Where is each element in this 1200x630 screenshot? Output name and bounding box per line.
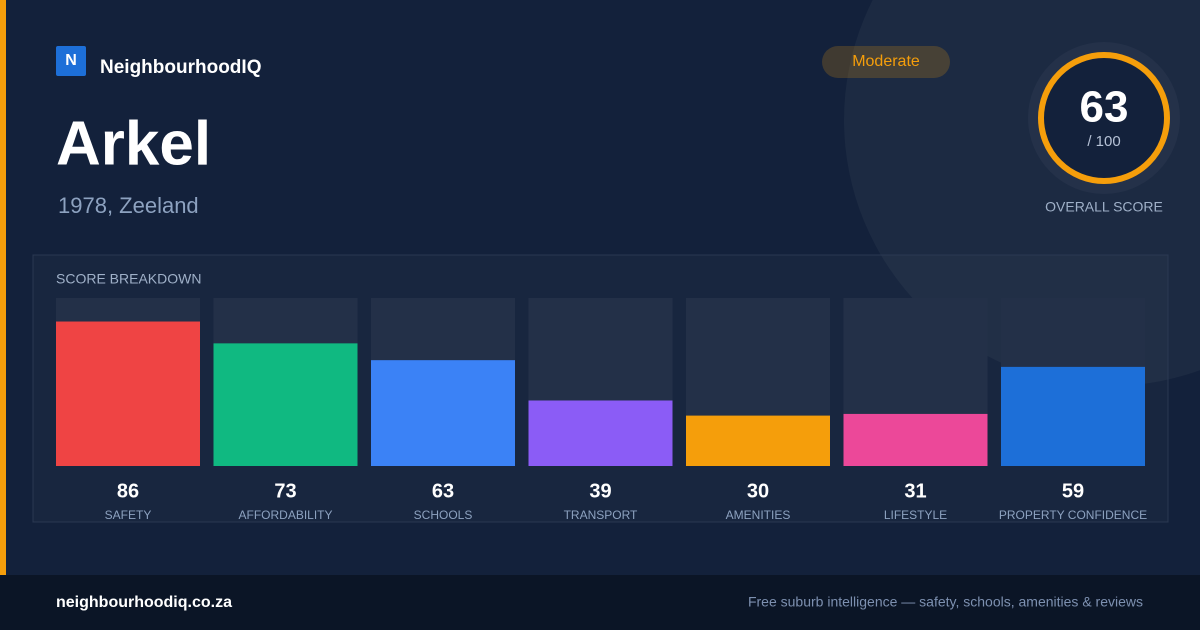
value-label: 63: [432, 480, 454, 502]
value-label: 59: [1062, 480, 1084, 502]
footer: [0, 575, 1200, 630]
category-label: LIFESTYLE: [884, 508, 947, 522]
value-label: 73: [274, 480, 296, 502]
bar: [528, 400, 673, 466]
score-max: / 100: [1087, 133, 1120, 150]
category-label: PROPERTY CONFIDENCE: [999, 508, 1147, 522]
bar: [371, 360, 515, 466]
score-value: 63: [1080, 83, 1129, 132]
value-label: 86: [117, 480, 139, 502]
category-label: AFFORDABILITY: [238, 508, 332, 522]
bar: [213, 343, 358, 466]
chart-title: SCORE BREAKDOWN: [56, 271, 201, 287]
badge-text: Moderate: [852, 53, 920, 70]
bars: 86 SAFETY 73 AFFORDABILITY 63 SCHOOLS 39 TRANSP…: [56, 298, 1147, 522]
logo: [56, 46, 86, 76]
badge: [822, 46, 950, 78]
logo-letter: N: [65, 52, 77, 69]
footer-tagline: Free suburb intelligence — safety, schoo…: [748, 594, 1143, 610]
score-label: OVERALL SCORE: [1045, 199, 1163, 215]
category-label: TRANSPORT: [564, 508, 638, 522]
bar: [1001, 366, 1145, 466]
score-ring: [1038, 52, 1170, 184]
value-label: 31: [904, 480, 926, 502]
bar: [843, 413, 988, 466]
bar: [686, 415, 830, 466]
brand-name: NeighbourhoodIQ: [100, 57, 261, 78]
title: Arkel: [56, 109, 211, 178]
category-label: SCHOOLS: [414, 508, 473, 522]
subtitle: 1978, Zeeland: [58, 193, 199, 218]
panel: [32, 254, 1169, 523]
accent-strip: [0, 0, 6, 575]
category-label: SAFETY: [105, 508, 152, 522]
value-label: 30: [747, 480, 769, 502]
value-label: 39: [589, 480, 611, 502]
category-label: AMENITIES: [726, 508, 791, 522]
footer-url: neighbourhoodiq.co.za: [56, 594, 232, 611]
bar: [56, 321, 200, 466]
